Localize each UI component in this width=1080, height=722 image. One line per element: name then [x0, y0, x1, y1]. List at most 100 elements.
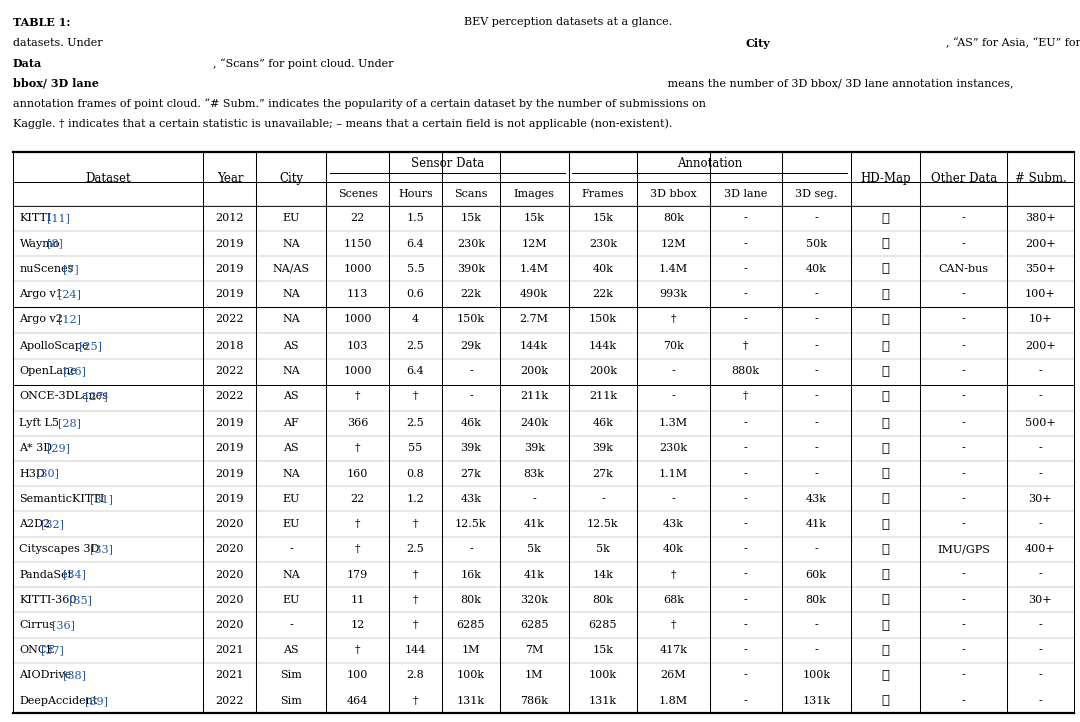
Text: 200k: 200k: [521, 366, 549, 376]
Text: 2019: 2019: [216, 238, 244, 248]
Text: -: -: [1039, 519, 1042, 529]
Text: annotation frames of point cloud. “# Subm.” indicates the popularity of a certai: annotation frames of point cloud. “# Sub…: [13, 98, 706, 109]
Text: NA: NA: [283, 314, 300, 324]
Text: -: -: [814, 341, 818, 351]
Text: -: -: [469, 391, 473, 401]
Text: 40k: 40k: [663, 544, 684, 554]
Text: ✓: ✓: [881, 262, 890, 275]
Text: 200+: 200+: [1025, 341, 1056, 351]
Text: -: -: [744, 469, 747, 479]
Text: [36]: [36]: [52, 620, 76, 630]
Text: Cityscapes 3D: Cityscapes 3D: [19, 544, 99, 554]
Text: 1.8M: 1.8M: [659, 696, 688, 705]
Text: 10+: 10+: [1028, 314, 1052, 324]
Text: 2022: 2022: [216, 366, 244, 376]
Text: 240k: 240k: [521, 418, 549, 428]
Text: -: -: [1039, 443, 1042, 453]
Text: 2019: 2019: [216, 443, 244, 453]
Text: CAN-bus: CAN-bus: [939, 264, 989, 274]
Text: 100k: 100k: [589, 671, 617, 681]
Text: 144k: 144k: [521, 341, 549, 351]
Text: Other Data: Other Data: [931, 172, 997, 186]
Text: -: -: [744, 289, 747, 299]
Text: 5k: 5k: [596, 544, 610, 554]
Text: [26]: [26]: [63, 366, 86, 376]
Text: -: -: [744, 214, 747, 223]
Text: 2020: 2020: [216, 595, 244, 605]
Text: -: -: [672, 391, 675, 401]
Text: ✗: ✗: [881, 593, 890, 606]
Text: Annotation: Annotation: [677, 157, 742, 170]
Text: 3D seg.: 3D seg.: [795, 189, 837, 199]
Text: AIODrive: AIODrive: [19, 671, 71, 681]
Text: ✗: ✗: [881, 442, 890, 455]
Text: -: -: [1039, 366, 1042, 376]
Text: 2020: 2020: [216, 544, 244, 554]
Text: 131k: 131k: [589, 696, 617, 705]
Text: ✓: ✓: [881, 339, 890, 352]
Text: 40k: 40k: [806, 264, 826, 274]
Text: ✗: ✗: [881, 467, 890, 480]
Text: Images: Images: [514, 189, 555, 199]
Text: ✓: ✓: [881, 695, 890, 708]
Text: [30]: [30]: [36, 469, 58, 479]
Text: 179: 179: [347, 570, 368, 580]
Text: EU: EU: [283, 494, 300, 504]
Text: 993k: 993k: [659, 289, 688, 299]
Text: NA: NA: [283, 366, 300, 376]
Text: Sensor Data: Sensor Data: [410, 157, 484, 170]
Text: 50k: 50k: [806, 238, 826, 248]
Text: , “AS” for Asia, “EU” for Europe, “NA” for North America, “Sim” for simulation d: , “AS” for Asia, “EU” for Europe, “NA” f…: [946, 38, 1080, 48]
Text: 350+: 350+: [1025, 264, 1056, 274]
Text: 80k: 80k: [663, 214, 684, 223]
Text: †: †: [671, 570, 676, 580]
Text: 1150: 1150: [343, 238, 372, 248]
Text: 43k: 43k: [806, 494, 826, 504]
Text: IMU/GPS: IMU/GPS: [937, 544, 990, 554]
Text: 6.4: 6.4: [406, 366, 424, 376]
Text: [27]: [27]: [85, 391, 108, 401]
Text: 2019: 2019: [216, 289, 244, 299]
Text: ✓: ✓: [881, 313, 890, 326]
Text: -: -: [962, 595, 966, 605]
Text: 2019: 2019: [216, 264, 244, 274]
Text: -: -: [744, 443, 747, 453]
Text: ✗: ✗: [881, 390, 890, 403]
Text: -: -: [1039, 391, 1042, 401]
Text: 2.8: 2.8: [406, 671, 424, 681]
Text: 2.5: 2.5: [406, 418, 424, 428]
Text: †: †: [743, 391, 748, 401]
Text: 144k: 144k: [589, 341, 617, 351]
Text: 490k: 490k: [521, 289, 549, 299]
Text: 211k: 211k: [589, 391, 617, 401]
Text: Argo v1: Argo v1: [19, 289, 64, 299]
Text: Dataset: Dataset: [85, 172, 131, 186]
Text: 2021: 2021: [216, 671, 244, 681]
Text: 131k: 131k: [802, 696, 831, 705]
Text: -: -: [1039, 645, 1042, 656]
Text: KITTI: KITTI: [19, 214, 52, 223]
Text: 41k: 41k: [524, 570, 544, 580]
Text: -: -: [744, 494, 747, 504]
Text: †: †: [413, 391, 418, 401]
Text: [25]: [25]: [80, 341, 103, 351]
Text: ✗: ✗: [881, 365, 890, 378]
Text: -: -: [289, 544, 294, 554]
Text: 230k: 230k: [457, 238, 485, 248]
Text: 1M: 1M: [525, 671, 543, 681]
Text: 230k: 230k: [589, 238, 617, 248]
Text: 80k: 80k: [806, 595, 826, 605]
Text: Data: Data: [13, 58, 42, 69]
Text: †: †: [355, 443, 361, 453]
Text: 380+: 380+: [1025, 214, 1056, 223]
Text: 15k: 15k: [593, 645, 613, 656]
Text: 0.8: 0.8: [406, 469, 424, 479]
Text: 2.5: 2.5: [406, 341, 424, 351]
Text: †: †: [413, 696, 418, 705]
Text: EU: EU: [283, 595, 300, 605]
Text: -: -: [744, 314, 747, 324]
Text: 30+: 30+: [1028, 595, 1052, 605]
Text: 83k: 83k: [524, 469, 544, 479]
Text: ONCE-3DLanes: ONCE-3DLanes: [19, 391, 108, 401]
Text: 3D lane: 3D lane: [724, 189, 768, 199]
